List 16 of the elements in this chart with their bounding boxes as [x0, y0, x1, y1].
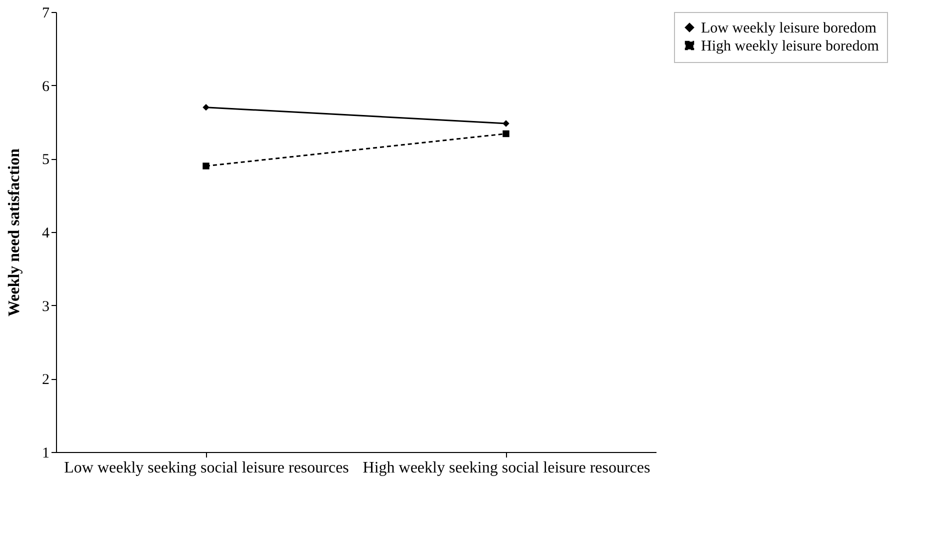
- point: [202, 162, 210, 170]
- x-tick-label: Low weekly seeking social leisure resources: [64, 460, 349, 476]
- y-tick-label: 1: [42, 446, 50, 462]
- point: [502, 120, 510, 127]
- y-tick-label: 7: [42, 6, 50, 22]
- point: [202, 104, 210, 111]
- y-tick-label: 5: [42, 152, 50, 168]
- y-tick-label: 2: [42, 372, 50, 388]
- legend-label: High weekly leisure boredom: [701, 38, 880, 54]
- legend-label: Low weekly leisure boredom: [701, 20, 877, 36]
- point: [502, 130, 510, 138]
- y-tick-label: 4: [42, 226, 50, 242]
- y-axis-title: Weekly need satisfaction: [6, 148, 23, 316]
- y-tick-label: 3: [42, 298, 50, 315]
- x-tick-label: High weekly seeking social leisure resources: [362, 460, 650, 476]
- y-tick-label: 6: [42, 78, 50, 95]
